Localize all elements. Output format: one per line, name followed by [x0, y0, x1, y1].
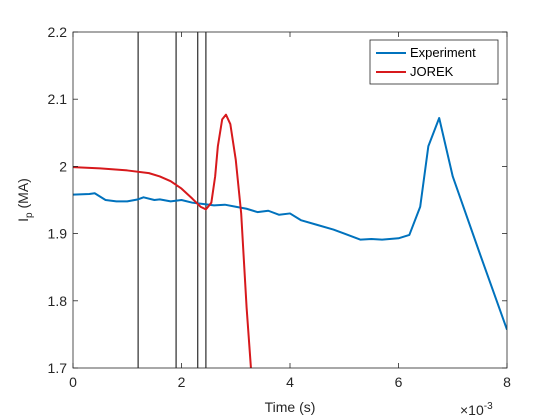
y-tick-label: 2.2 [48, 24, 68, 40]
x-exponent: ×10-3 [460, 401, 493, 418]
y-tick-label: 1.8 [48, 293, 68, 309]
x-tick-label: 8 [503, 374, 511, 390]
x-tick-label: 2 [178, 374, 186, 390]
y-axis-label: Ip (MA) [15, 178, 35, 222]
x-axis-label: Time (s) [265, 399, 316, 415]
y-tick-label: 2 [59, 158, 67, 174]
x-exponent-base: ×10 [460, 402, 484, 418]
legend-label-jorek: JOREK [410, 64, 454, 79]
y-axis-label-sub: p [24, 212, 35, 218]
x-exponent-power: -3 [484, 401, 493, 412]
series-lines [73, 113, 507, 368]
series-line-jorek [73, 113, 252, 368]
legend-label-experiment: Experiment [410, 45, 476, 60]
y-tick-label: 1.9 [48, 226, 68, 242]
y-axis-label-unit: (MA) [15, 178, 31, 212]
series-line-experiment [73, 117, 507, 331]
x-tick-label: 0 [69, 374, 77, 390]
legend-box [369, 39, 499, 85]
x-tick-label: 4 [286, 374, 294, 390]
x-tick-label: 6 [395, 374, 403, 390]
legend: Experiment JOREK [369, 39, 499, 85]
y-tick-label: 2.1 [48, 91, 68, 107]
axis-ticks: 0 2 4 6 8 1.7 1.8 1.9 2 2.1 2.2 [48, 24, 512, 390]
plot-area: 0 2 4 6 8 1.7 1.8 1.9 2 2.1 2.2 [48, 24, 512, 390]
y-axis-label-main: I [15, 218, 31, 222]
y-tick-label: 1.7 [48, 360, 68, 376]
